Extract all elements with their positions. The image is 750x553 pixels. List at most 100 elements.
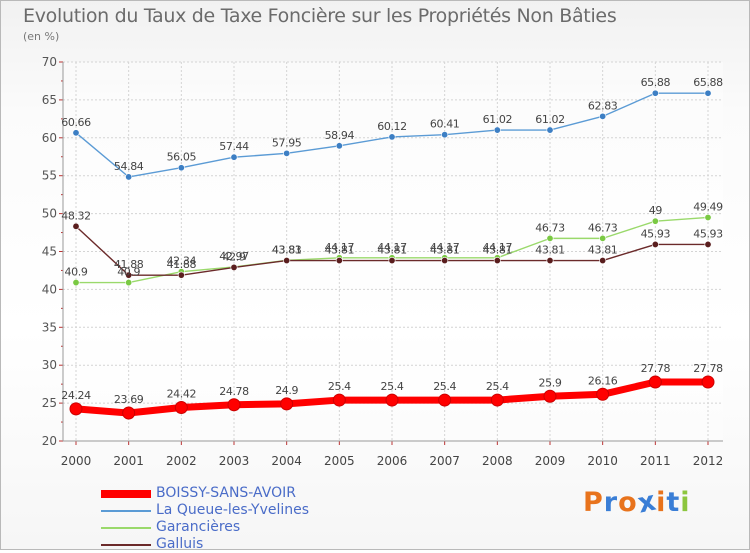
data-label: 44.17	[377, 241, 407, 254]
data-label: 40.9	[65, 266, 88, 279]
data-label: 45.93	[693, 227, 723, 240]
data-label: 25.4	[328, 380, 351, 393]
series-point-2	[704, 213, 712, 221]
data-label: 58.94	[325, 129, 355, 142]
data-label: 25.4	[381, 380, 404, 393]
series-point-1	[283, 149, 291, 157]
series-point-1	[651, 89, 659, 97]
x-tick-label: 2003	[219, 454, 250, 468]
series-point-3	[125, 271, 133, 279]
data-label: 27.78	[641, 362, 671, 375]
data-label: 44.17	[483, 241, 513, 254]
data-label: 60.12	[377, 120, 407, 133]
series-point-1	[177, 164, 185, 172]
series-point-3	[441, 257, 449, 265]
series-point-3	[651, 240, 659, 248]
y-tick-label: 25	[42, 396, 57, 410]
x-tick-label: 2005	[324, 454, 355, 468]
series-point-3	[546, 257, 554, 265]
legend-label: La Queue-les-Yvelines	[156, 502, 310, 518]
y-tick-label: 65	[42, 93, 57, 107]
series-point-2	[546, 234, 554, 242]
legend-swatch	[101, 490, 151, 498]
series-point-3	[335, 257, 343, 265]
data-label: 24.24	[61, 389, 91, 402]
data-label: 46.73	[588, 221, 618, 234]
series-point-3	[72, 222, 80, 230]
data-label: 25.9	[539, 376, 562, 389]
data-label: 57.44	[219, 140, 249, 153]
x-tick-label: 2008	[482, 454, 513, 468]
series-point-1	[72, 129, 80, 137]
data-label: 24.9	[275, 384, 298, 397]
series-point-1	[388, 133, 396, 141]
y-tick-label: 30	[42, 358, 57, 372]
data-label: 65.88	[641, 76, 671, 89]
legend-label: BOISSY-SANS-AVOIR	[156, 485, 296, 501]
x-tick-label: 2011	[640, 454, 671, 468]
data-label: 43.81	[272, 244, 302, 257]
legend-swatch	[101, 527, 151, 529]
y-tick-label: 45	[42, 245, 57, 259]
data-label: 43.83	[272, 243, 302, 256]
data-label: 24.78	[219, 385, 249, 398]
data-label: 26.16	[588, 374, 618, 387]
y-axis-unit-label: (en %)	[23, 30, 60, 43]
y-tick-label: 50	[42, 207, 57, 221]
data-label: 62.83	[588, 99, 618, 112]
series-point-0	[596, 387, 610, 401]
series-point-0	[122, 406, 136, 420]
data-label: 57.95	[272, 136, 302, 149]
data-label: 61.02	[483, 113, 513, 126]
data-label: 43.81	[535, 244, 565, 257]
x-tick-label: 2002	[166, 454, 197, 468]
x-tick-label: 2012	[693, 454, 724, 468]
series-point-3	[704, 240, 712, 248]
logo-letter: r	[603, 487, 619, 518]
series-point-0	[174, 400, 188, 414]
series-point-1	[704, 89, 712, 97]
data-label: 43.81	[325, 244, 355, 257]
data-label: 56.05	[167, 151, 197, 164]
series-point-2	[125, 279, 133, 287]
legend-swatch	[101, 510, 151, 512]
data-label: 27.78	[693, 362, 723, 375]
series-point-0	[543, 389, 557, 403]
series-point-0	[438, 393, 452, 407]
series-point-1	[599, 112, 607, 120]
legend-label: Galluis	[156, 536, 204, 552]
data-label: 44.17	[430, 241, 460, 254]
y-tick-label: 55	[42, 169, 57, 183]
x-tick-label: 2000	[61, 454, 92, 468]
x-tick-label: 2009	[535, 454, 566, 468]
logo-letter: t	[666, 487, 681, 518]
logo-letter: i	[656, 487, 667, 518]
series-point-0	[490, 393, 504, 407]
series-point-3	[493, 257, 501, 265]
data-label: 54.84	[114, 160, 144, 173]
series-point-0	[385, 393, 399, 407]
series-point-0	[332, 393, 346, 407]
series-point-2	[599, 234, 607, 242]
series-point-3	[388, 257, 396, 265]
chart-title: Evolution du Taux de Taxe Foncière sur l…	[23, 5, 617, 27]
series-point-1	[125, 173, 133, 181]
proxiti-logo: Proxiti	[583, 485, 691, 519]
logo-letter: i	[680, 487, 691, 518]
series-point-1	[230, 153, 238, 161]
y-tick-label: 60	[42, 131, 57, 145]
data-label: 46.73	[535, 221, 565, 234]
series-point-2	[651, 217, 659, 225]
data-label: 43.81	[430, 244, 460, 257]
x-tick-label: 2007	[429, 454, 460, 468]
series-point-1	[335, 142, 343, 150]
x-tick-label: 2010	[587, 454, 618, 468]
series-point-3	[177, 271, 185, 279]
data-label: 25.4	[433, 380, 456, 393]
data-label: 40.9	[117, 266, 140, 279]
data-label: 43.81	[377, 244, 407, 257]
data-label: 44.17	[325, 241, 355, 254]
series-point-0	[648, 375, 662, 389]
data-label: 49.49	[693, 200, 723, 213]
logo-letter: o	[618, 487, 638, 518]
